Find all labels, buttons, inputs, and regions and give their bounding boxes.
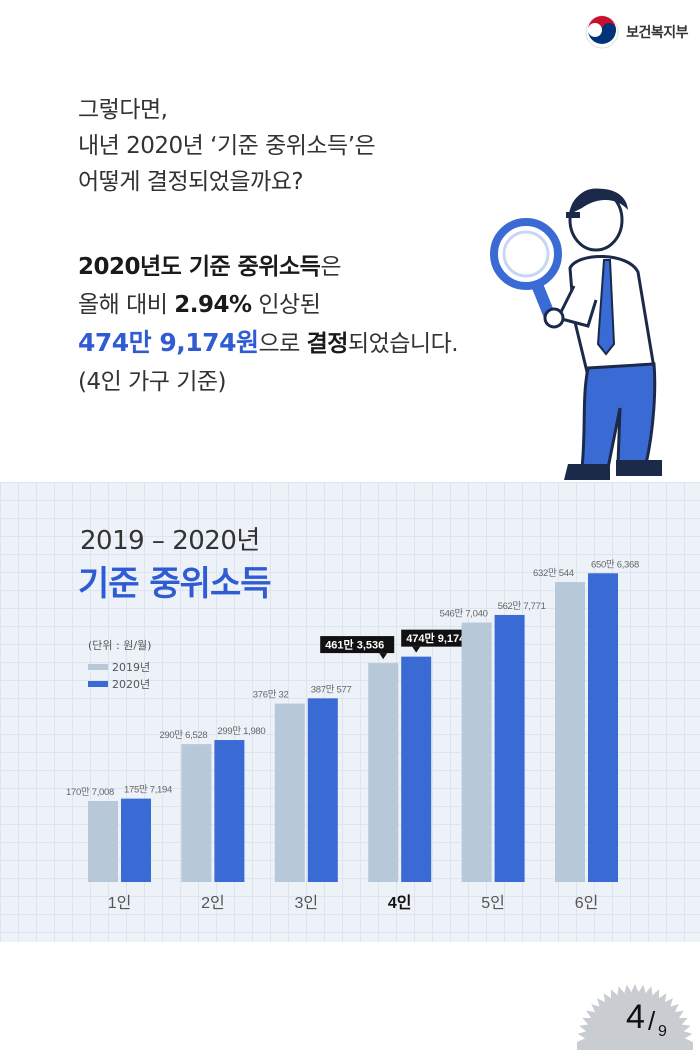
bar-2인-2019년 <box>181 744 212 882</box>
unit-label: (단위 : 원/월) <box>88 639 152 652</box>
value-callout-pointer-2020년 <box>412 646 421 653</box>
legend-label-2020: 2020년 <box>112 677 151 691</box>
page-slash: / <box>648 1006 656 1036</box>
value-label-3인-2020년: 387만 577 <box>311 684 352 695</box>
value-label-6인-2020년: 650만 6,368 <box>591 559 639 570</box>
bar-3인-2020년 <box>307 698 338 882</box>
legend-item-2020: 2020년 <box>88 675 150 692</box>
value-label-6인-2019년: 632만 544 <box>533 568 574 579</box>
value-label-5인-2020년: 562만 7,771 <box>498 601 546 612</box>
result-line-4: (4인 가구 기준) <box>78 369 227 395</box>
result-line-2-pre: 올해 대비 <box>78 292 175 318</box>
value-label-1인-2019년: 170만 7,008 <box>66 787 114 798</box>
intro-line-1: 그렇다면, <box>78 97 168 123</box>
bar-4인-2020년 <box>401 656 432 882</box>
bar-3인-2019년 <box>274 703 305 882</box>
chart-panel: 2019 – 2020년 기준 중위소득 (단위 : 원/월) 2019년 20… <box>0 482 700 942</box>
result-line-3-post: 되었습니다. <box>347 331 459 357</box>
value-callout-2019년 <box>320 636 395 654</box>
result-line-2-post: 인상된 <box>251 292 321 318</box>
value-label-2인-2020년: 299만 1,980 <box>217 726 265 737</box>
result-decided: 결정 <box>306 331 349 357</box>
result-line-2: 올해 대비 2.94% 인상된 <box>78 286 458 324</box>
bar-1인-2020년 <box>121 798 151 882</box>
chart-subtitle: 2019 – 2020년 <box>80 526 260 556</box>
result-line-1-rest: 은 <box>320 254 341 280</box>
category-label-6인: 6인 <box>575 894 599 912</box>
category-label-1인: 1인 <box>108 894 132 912</box>
category-label-5인: 5인 <box>481 894 505 912</box>
legend-label-2019: 2019년 <box>112 660 151 674</box>
bar-1인-2019년 <box>88 801 118 882</box>
result-term: 2020년도 기준 중위소득 <box>78 254 321 280</box>
legend-swatch-2019 <box>88 663 108 670</box>
result-amount: 474만 9,174원 <box>78 328 259 357</box>
value-callout-pointer-2019년 <box>379 653 388 660</box>
category-label-4인: 4인 <box>388 894 412 912</box>
bar-chart: 170만 7,008 175만 7,194 1인 290만 6,528 299만 1,9… <box>66 559 639 912</box>
result-text: 2020년도 기준 중위소득은 올해 대비 2.94% 인상된 474만 9,1… <box>78 248 459 401</box>
bar-2인-2020년 <box>214 740 245 882</box>
value-label-5인-2019년: 546만 7,040 <box>440 609 488 620</box>
bar-6인-2020년 <box>588 573 618 882</box>
bar-6인-2019년 <box>555 582 585 882</box>
result-line-1: 2020년도 기준 중위소득은 <box>78 248 458 286</box>
ministry-logo: 보건복지부 <box>584 14 688 50</box>
result-line-3: 474만 9,174원으로 결정되었습니다. <box>78 324 459 363</box>
category-label-2인: 2인 <box>201 894 225 912</box>
org-name: 보건복지부 <box>626 25 688 41</box>
value-callout-2020년 <box>401 629 476 647</box>
result-line-3-mid: 으로 <box>258 331 307 357</box>
bar-5인-2020년 <box>494 614 525 882</box>
chart-title: 기준 중위소득 <box>78 564 272 604</box>
category-label-3인: 3인 <box>294 894 318 912</box>
page-badge-shape <box>577 984 693 1050</box>
value-label-3인-2019년: 376만 32 <box>253 690 289 701</box>
value-label-2인-2019년: 290만 6,528 <box>159 730 207 741</box>
intro-text: 그렇다면, 내년 2020년 ‘기준 중위소득’은 어떻게 결정되었을까요? <box>78 92 376 200</box>
legend-swatch-2020 <box>88 680 108 687</box>
value-label-4인-2020년: 474만 9,174 <box>406 631 466 645</box>
result-increase-rate: 2.94% <box>174 292 252 318</box>
value-label-1인-2020년: 175만 7,194 <box>124 785 172 796</box>
bar-5인-2019년 <box>461 622 492 882</box>
legend: 2019년 2020년 <box>88 658 150 692</box>
bar-4인-2019년 <box>368 663 399 882</box>
man-with-magnifier-illustration <box>490 188 662 480</box>
intro-line-2: 내년 2020년 ‘기준 중위소득’은 <box>78 133 376 159</box>
page-current: 4 <box>626 998 645 1036</box>
intro-line-3: 어떻게 결정되었을까요? <box>78 169 304 195</box>
page-total: 9 <box>658 1023 667 1040</box>
page-indicator: 4 / 9 <box>577 984 693 1050</box>
value-label-4인-2019년: 461만 3,536 <box>325 638 384 652</box>
taegeuk-icon <box>585 15 619 49</box>
legend-item-2019: 2019년 <box>88 658 150 675</box>
